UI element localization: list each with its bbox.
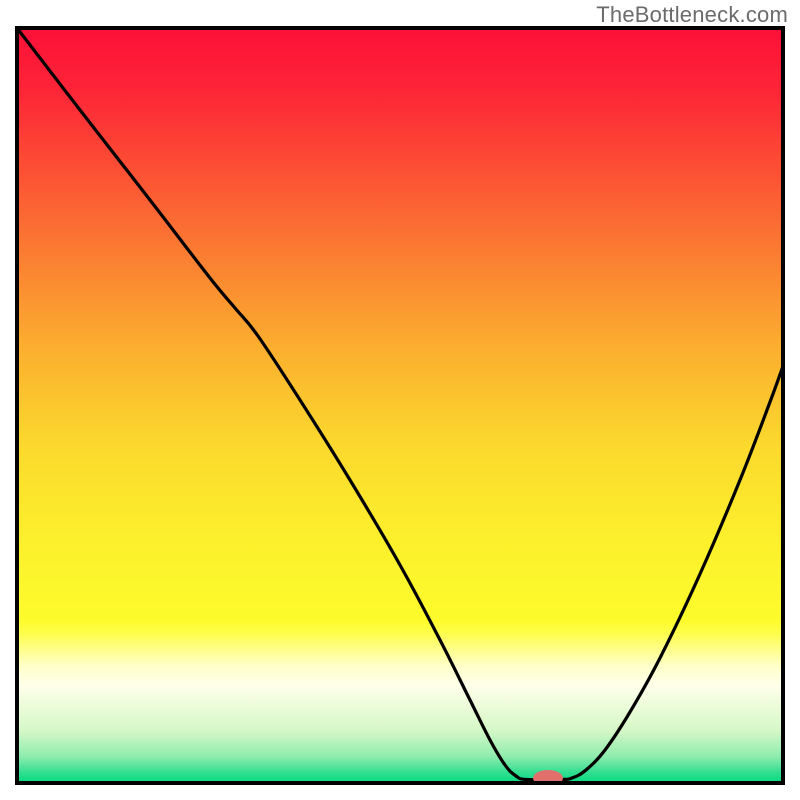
bottleneck-chart [0,0,800,800]
watermark-text: TheBottleneck.com [596,2,788,28]
plot-background [17,28,783,783]
